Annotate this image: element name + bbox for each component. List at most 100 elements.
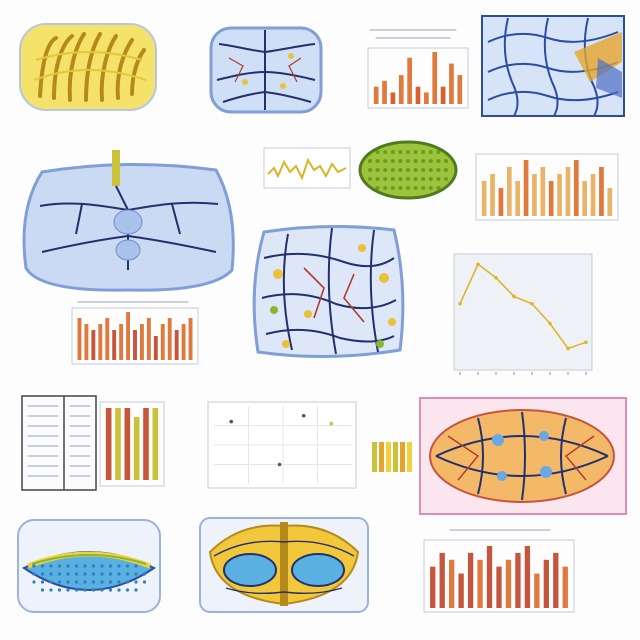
bar [390, 92, 396, 104]
bar [143, 408, 149, 480]
orange-bar-chart-top [360, 24, 476, 112]
bar [599, 167, 604, 216]
bar [515, 552, 521, 608]
cyan-eye-cell [14, 516, 164, 620]
bar [440, 86, 446, 104]
bar [486, 546, 493, 608]
bar [77, 318, 82, 360]
bar [449, 63, 454, 104]
bar [562, 566, 568, 608]
strip-bar [379, 442, 384, 472]
bar [430, 566, 436, 608]
bar [557, 174, 562, 216]
bar [565, 167, 571, 216]
bar [424, 92, 429, 104]
bar [524, 546, 531, 608]
bar [153, 336, 158, 360]
bar [515, 181, 521, 216]
bar [139, 324, 144, 360]
bar [382, 80, 387, 104]
bar [160, 324, 165, 360]
data-point [494, 275, 498, 280]
bar [432, 52, 438, 104]
bar [498, 188, 504, 216]
bar [477, 559, 483, 608]
bar [590, 174, 596, 216]
butterfly-cell [196, 512, 372, 618]
bar [573, 160, 579, 216]
bar [181, 324, 186, 360]
bar [112, 330, 117, 360]
bar [467, 552, 474, 608]
strip-bar [372, 442, 377, 472]
bar [146, 318, 151, 360]
bar [490, 174, 495, 216]
bar [407, 57, 412, 104]
bar [105, 408, 112, 480]
red-bar-chart-bottom [420, 526, 578, 616]
bar [548, 181, 554, 216]
bar [133, 330, 137, 360]
bar [496, 566, 502, 608]
bar [481, 181, 487, 216]
bar [124, 408, 131, 480]
data-point [458, 301, 462, 306]
bar [449, 559, 455, 608]
series-line [459, 263, 587, 350]
bar [115, 408, 121, 480]
bar [523, 160, 529, 216]
orange-bar-chart-left [58, 298, 208, 368]
bar [534, 573, 540, 608]
table-and-bars [20, 394, 168, 492]
center-vein-cell [244, 218, 412, 366]
small-bar-strip [370, 438, 416, 476]
bar [84, 324, 89, 360]
bar [543, 559, 549, 608]
strip-bar [393, 442, 398, 472]
bar [152, 408, 159, 480]
bar [532, 174, 537, 216]
bar [98, 324, 103, 360]
strip-bar [400, 442, 405, 472]
blue-mesh-cell [478, 12, 628, 120]
bar [373, 86, 379, 104]
line-chart-right [440, 240, 600, 386]
bar [439, 552, 445, 608]
strip-bar [407, 442, 412, 472]
yellow-waveform-strip [262, 142, 352, 194]
large-blue-vein-cell [12, 150, 244, 300]
data-point [512, 294, 516, 299]
scatter-point [301, 413, 306, 418]
bar [174, 330, 179, 360]
yellow-leaf-cell [14, 20, 162, 120]
bar [457, 75, 463, 104]
bar [119, 324, 124, 360]
pink-vein-cell [418, 396, 628, 516]
bar [105, 318, 110, 360]
scatter-point [277, 462, 282, 467]
scatter-point [229, 419, 234, 424]
data-point [548, 321, 552, 326]
data-point [476, 262, 480, 267]
data-point [584, 340, 588, 345]
bar [582, 181, 588, 216]
data-point [566, 346, 570, 351]
data-point [530, 301, 534, 306]
bar [133, 417, 140, 480]
scatter-plot [184, 388, 360, 500]
bar [188, 318, 193, 360]
bar [505, 559, 512, 608]
tan-bar-chart-right [472, 150, 622, 224]
bar [553, 552, 559, 608]
bar [91, 330, 96, 360]
scatter-point [329, 421, 334, 426]
bar [398, 75, 404, 104]
strip-bar [386, 442, 391, 472]
green-dotted-oval [356, 138, 460, 202]
bar [126, 312, 131, 360]
bar [458, 573, 464, 608]
bar [506, 167, 512, 216]
blue-vein-cell [205, 22, 327, 122]
bar [540, 167, 546, 216]
bar [607, 188, 613, 216]
